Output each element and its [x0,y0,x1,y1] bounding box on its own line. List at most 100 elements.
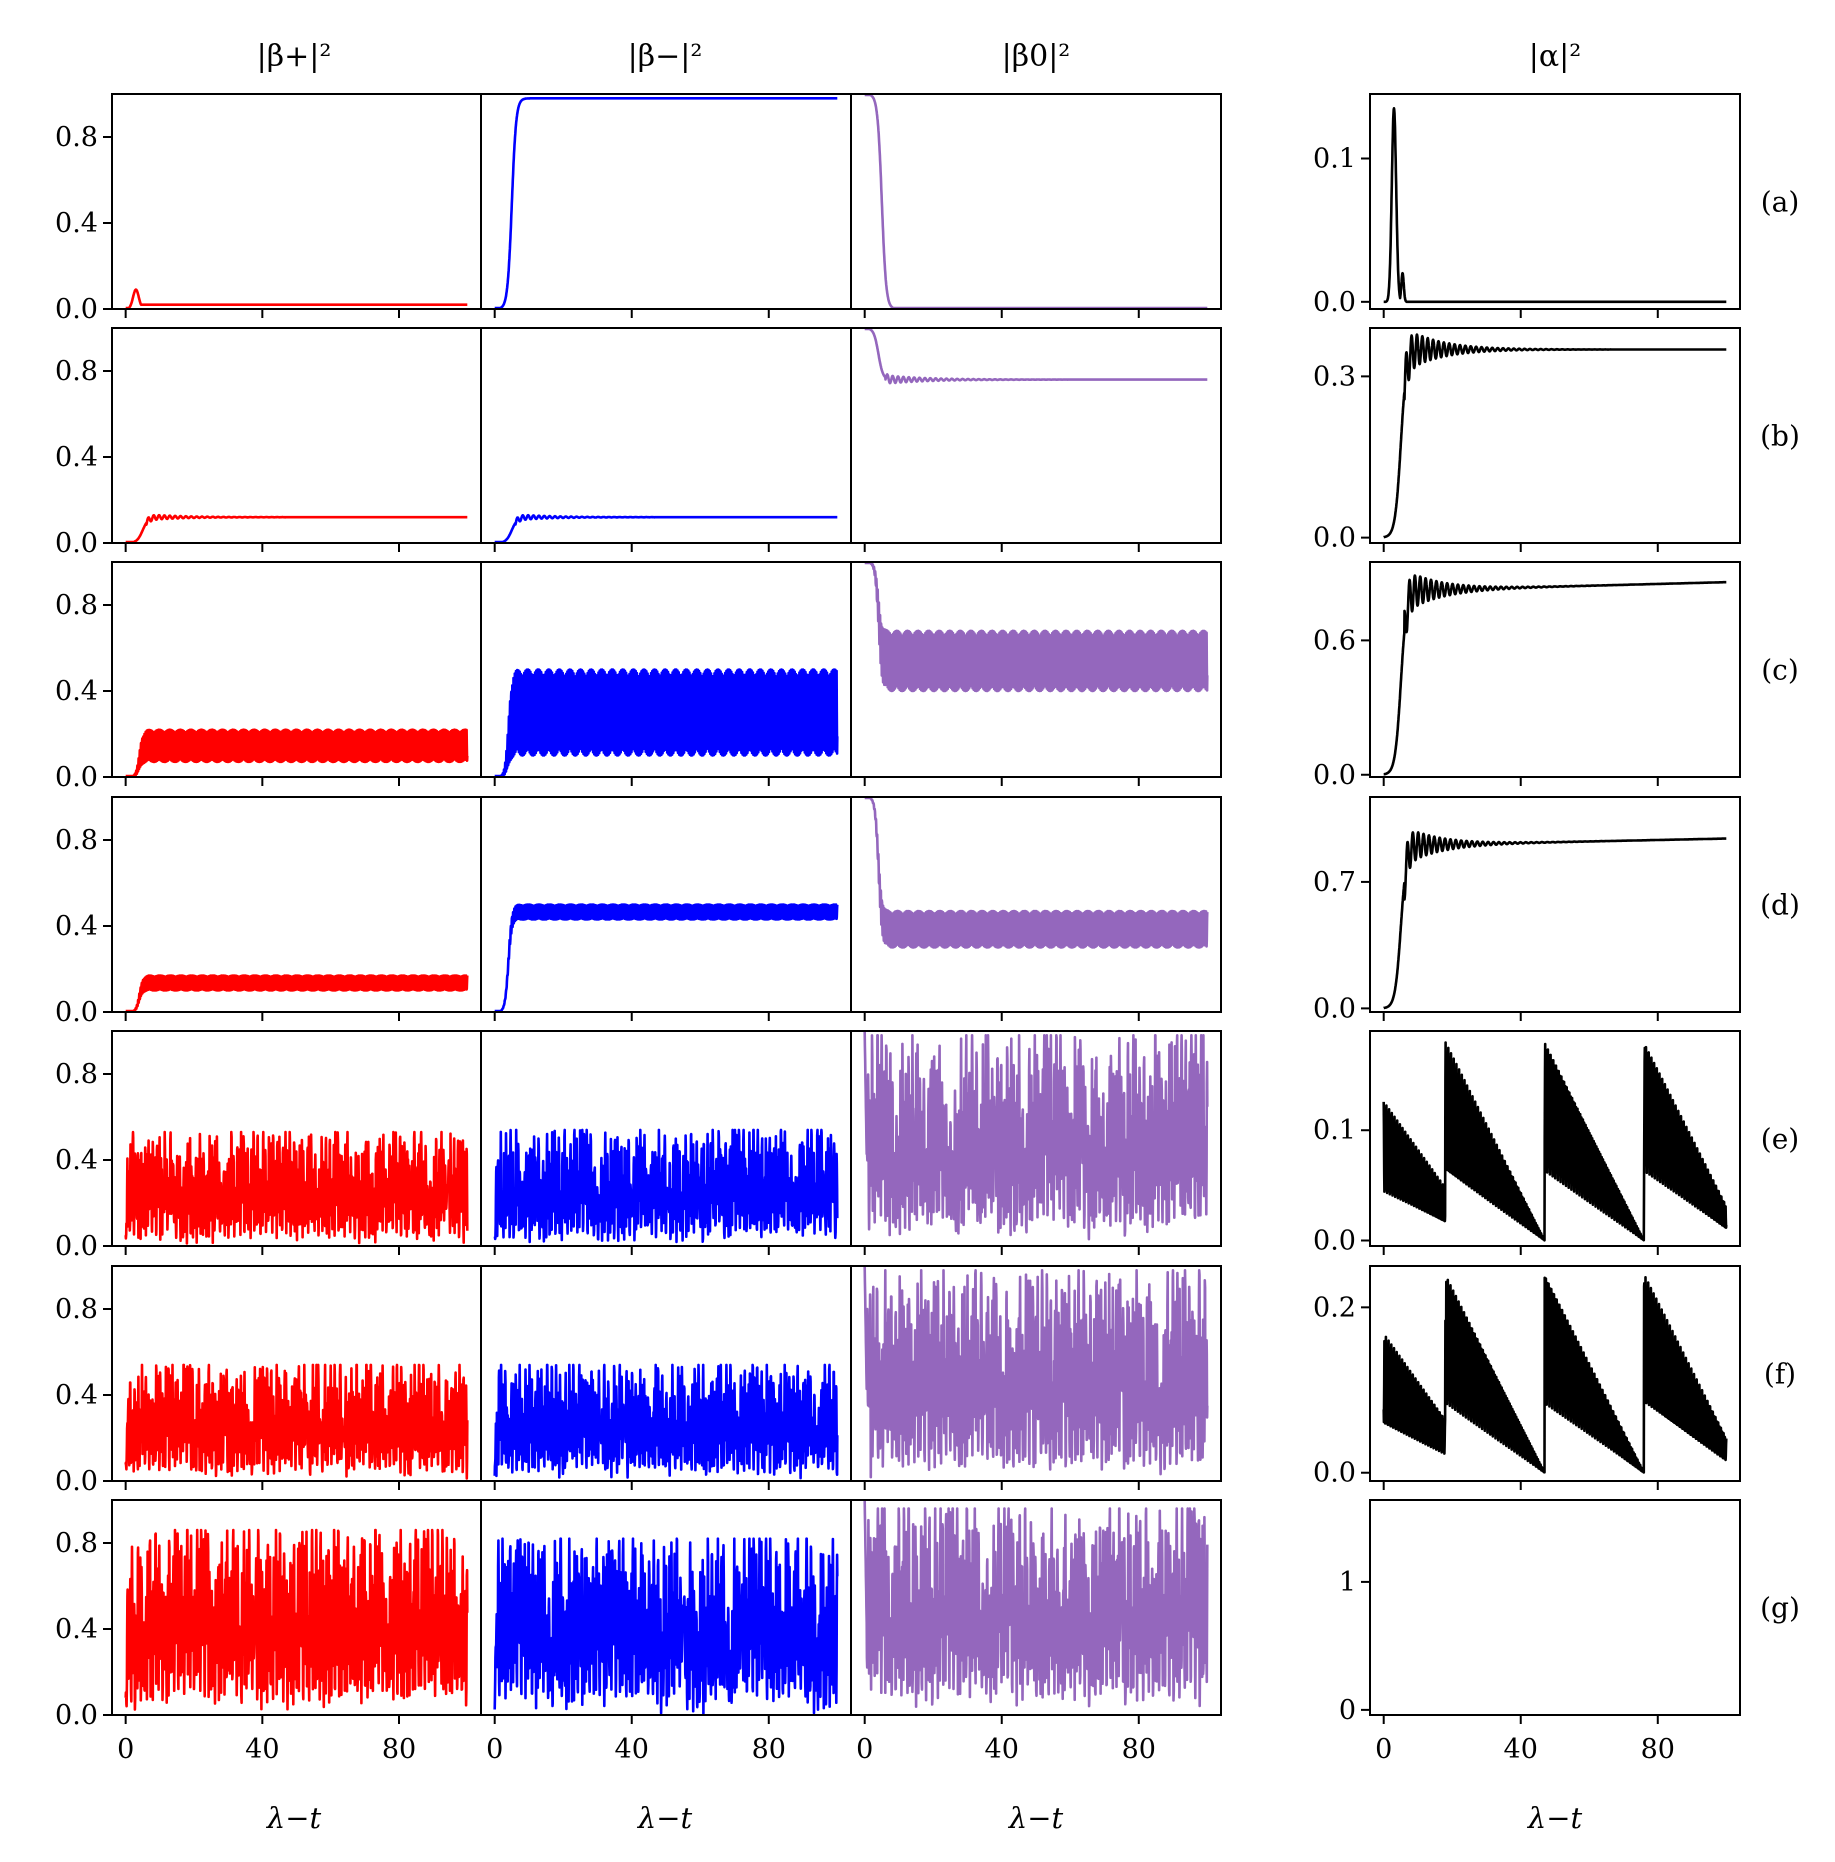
panel-e-col4: 0.0 0.1 [1313,1030,1741,1256]
panel-g-col1: 0 40 80 0.0 0.4 0.8 [55,1499,482,1765]
series-line [124,1130,469,1245]
series-line [863,1500,1209,1708]
y-tick-label: 0.4 [55,1380,98,1411]
x-tick-label: 40 [245,1734,279,1765]
panel-a-col2 [480,93,852,318]
axes-frame [480,93,852,310]
panel-a-col1: 0.0 0.4 0.8 [55,93,482,325]
y-tick-label: 0.4 [55,1145,98,1176]
y-tick-label: 0.0 [1313,760,1356,791]
y-tick-label: 0.8 [55,1059,98,1090]
y-tick-label: 0.0 [55,294,98,325]
x-tick-label: 0 [856,1734,873,1765]
panel-g-col2: 0 40 80 [480,1499,852,1765]
series-line [863,327,1209,385]
series-line [1382,574,1728,776]
y-tick-label: 0.8 [55,590,98,621]
x-tick-label: 80 [1122,1734,1156,1765]
series-line [493,1363,839,1480]
axes-frame [480,327,852,544]
y-tick-label: 0.0 [55,1700,98,1731]
y-tick-label: 0.4 [55,1614,98,1645]
panels: 0.00.40.80.00.1(a)0.00.40.80.00.3(b)0.00… [55,94,1800,1765]
row-label: (a) [1761,186,1800,219]
series-line [493,1537,839,1716]
panel-b-col3 [850,327,1222,552]
axes-frame [1369,93,1741,310]
row-label: (e) [1761,1123,1799,1156]
series-line [124,1528,469,1711]
axes-frame [1369,1499,1741,1716]
column-title-beta-plus: |β+|² [257,39,332,74]
column-title-beta-minus: |β−|² [628,39,703,74]
panel-e-col1: 0.0 0.4 0.8 [55,1030,482,1262]
series-line [124,728,469,778]
axes-frame [1369,327,1741,544]
series-line [493,1128,839,1244]
y-tick-label: 0.8 [55,1528,98,1559]
axes-frame [1369,561,1741,778]
x-tick-label: 80 [752,1734,786,1765]
series-line [1382,333,1728,539]
y-tick-label: 0.1 [1313,144,1356,175]
series-line [1382,831,1728,1010]
y-tick-label: 0.0 [55,1466,98,1497]
series-line [1382,1276,1728,1474]
x-axis-labels: λ−t λ−t λ−t λ−t [266,1801,1583,1835]
y-tick-label: 0.3 [1313,361,1356,392]
y-tick-label: 0.2 [1313,1292,1356,1323]
y-tick-label: 0.8 [55,1294,98,1325]
axes-frame [850,561,1222,778]
y-tick-label: 0.0 [1313,523,1356,554]
y-tick-label: 0.8 [55,825,98,856]
y-tick-label: 0.7 [1313,867,1356,898]
y-tick-label: 0.0 [55,528,98,559]
panel-b-col1: 0.0 0.4 0.8 [55,327,482,559]
panel-d-col2 [480,796,852,1021]
x-tick-label: 40 [985,1734,1019,1765]
axes-frame [850,1265,1222,1482]
y-tick-label: 0.1 [1313,1115,1356,1146]
xlabel-col2: λ−t [637,1801,693,1835]
axes-frame [850,796,1222,1013]
series-line [493,97,839,310]
series-line [124,288,469,310]
x-tick-label: 40 [615,1734,649,1765]
y-tick-label: 0.4 [55,208,98,239]
panel-c-col3 [850,561,1222,786]
row-label: (c) [1761,654,1799,687]
xlabel-col4: λ−t [1527,1801,1583,1835]
axes-frame [850,93,1222,310]
xlabel-col3: λ−t [1008,1801,1064,1835]
series-line [124,513,469,544]
series-line [493,668,839,778]
y-tick-label: 0.0 [1313,1225,1356,1256]
panel-b-col2 [480,327,852,552]
y-tick-label: 0.0 [1313,287,1356,318]
y-tick-label: 0.0 [1313,993,1356,1024]
series-line [124,974,469,1013]
axes-frame [850,1030,1222,1247]
y-tick-label: 0.6 [1313,625,1356,656]
panel-g-col3: 0 40 80 [850,1499,1222,1765]
panel-e-col2 [480,1030,852,1255]
axes-frame [850,327,1222,544]
panel-b-col4: 0.0 0.3 [1313,327,1741,554]
panel-g-col4: 0 40 80 0 1 [1339,1499,1741,1765]
x-tick-label: 0 [117,1734,134,1765]
panel-e-col3 [850,1030,1222,1255]
series-line [863,1266,1209,1479]
row-label: (f) [1764,1358,1796,1391]
panel-a-col3 [850,93,1222,318]
x-tick-label: 0 [486,1734,503,1765]
axes-frame [1369,1265,1741,1482]
y-tick-label: 0.0 [1313,1458,1356,1489]
axes-frame [111,327,482,544]
panel-d-col1: 0.0 0.4 0.8 [55,796,482,1028]
column-title-beta-zero: |β0|² [1002,39,1071,74]
panel-f-col1: 0.0 0.4 0.8 [55,1265,482,1497]
x-tick-label: 0 [1375,1734,1392,1765]
y-tick-label: 0.4 [55,676,98,707]
xlabel-col1: λ−t [266,1801,322,1835]
